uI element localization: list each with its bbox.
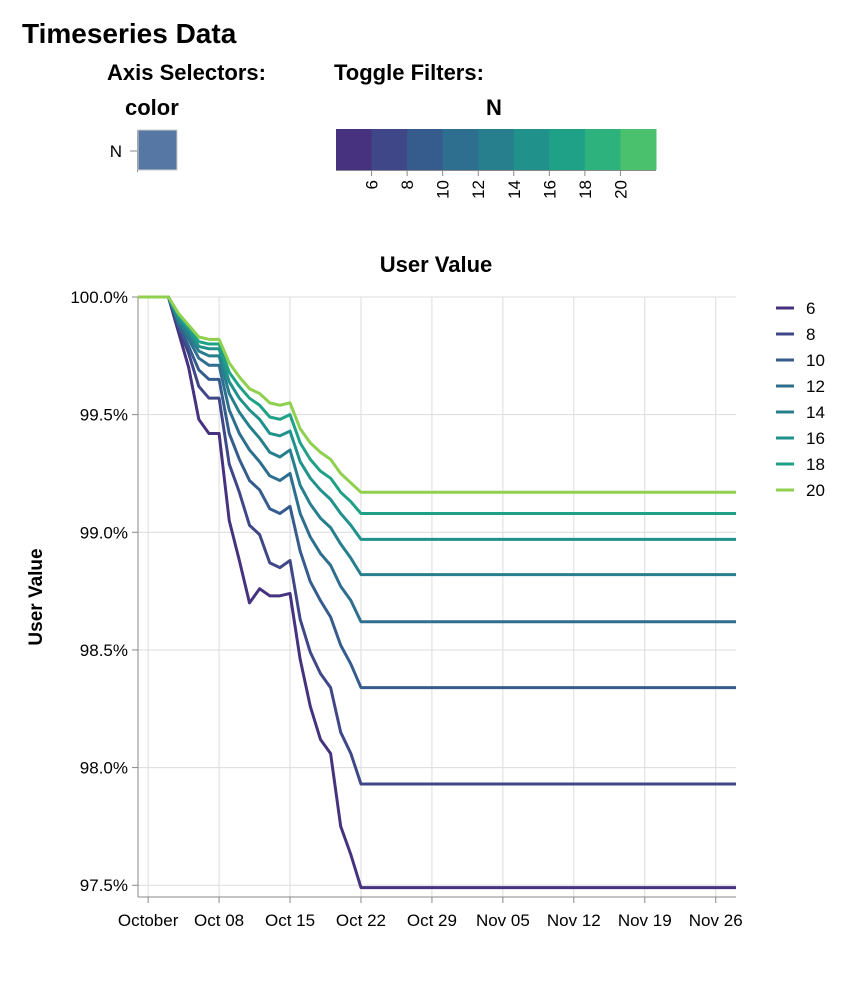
toggle-filter-n-label: N: [486, 95, 502, 120]
x-tick-label: Oct 08: [194, 911, 244, 930]
chart-title: User Value: [380, 252, 493, 277]
page-title: Timeseries Data: [22, 18, 237, 49]
axis-selectors-heading: Axis Selectors:: [107, 60, 266, 85]
axis-selector-color-swatch[interactable]: [137, 129, 178, 171]
legend-label-8[interactable]: 8: [806, 325, 815, 344]
y-tick-label: 100.0%: [70, 288, 128, 307]
filter-option-label-8[interactable]: 8: [398, 180, 417, 189]
y-tick-label: 98.5%: [80, 641, 128, 660]
axis-selector-color-label: color: [125, 95, 179, 120]
filter-color-cell[interactable]: [371, 129, 408, 170]
series-line-14[interactable]: [138, 295, 736, 577]
legend-label-16[interactable]: 16: [806, 429, 825, 448]
y-tick-label: 99.5%: [80, 406, 128, 425]
filter-color-cell[interactable]: [584, 129, 621, 170]
filter-option-label-14[interactable]: 14: [505, 180, 524, 199]
filter-color-cell[interactable]: [478, 129, 515, 170]
x-tick-label: Oct 29: [407, 911, 457, 930]
legend-label-18[interactable]: 18: [806, 455, 825, 474]
filter-option-label-18[interactable]: 18: [576, 180, 595, 199]
filter-color-cell[interactable]: [513, 129, 550, 170]
filter-option-label-12[interactable]: 12: [469, 180, 488, 199]
filter-option-label-16[interactable]: 16: [540, 180, 559, 199]
x-tick-label: Nov 26: [689, 911, 743, 930]
axis-selector-option-label: N: [110, 142, 122, 161]
toggle-filters-heading: Toggle Filters:: [334, 60, 484, 85]
series-line-20[interactable]: [138, 295, 736, 494]
filter-color-cell[interactable]: [620, 129, 657, 170]
legend-label-14[interactable]: 14: [806, 403, 825, 422]
y-axis-title: User Value: [26, 548, 47, 645]
y-tick-label: 97.5%: [80, 876, 128, 895]
filter-option-label-10[interactable]: 10: [434, 180, 453, 199]
x-tick-label: Nov 12: [547, 911, 601, 930]
filter-color-cell[interactable]: [549, 129, 586, 170]
x-tick-label: October: [118, 911, 179, 930]
filter-color-cell[interactable]: [407, 129, 444, 170]
x-tick-label: Nov 19: [618, 911, 672, 930]
y-tick-label: 98.0%: [80, 759, 128, 778]
selectors-svg: N 6 8 10 12 14 16 18 20: [110, 129, 657, 199]
legend-label-10[interactable]: 10: [806, 351, 825, 370]
filter-option-label-6[interactable]: 6: [363, 180, 382, 189]
filter-color-cell[interactable]: [442, 129, 479, 170]
x-tick-label: Oct 22: [336, 911, 386, 930]
filter-option-label-20[interactable]: 20: [611, 180, 630, 199]
legend-label-12[interactable]: 12: [806, 377, 825, 396]
x-tick-label: Oct 15: [265, 911, 315, 930]
y-tick-label: 99.0%: [80, 523, 128, 542]
legend-label-20[interactable]: 20: [806, 481, 825, 500]
x-tick-label: Nov 05: [476, 911, 530, 930]
legend-label-6[interactable]: 6: [806, 299, 815, 318]
filter-color-cell[interactable]: [336, 129, 373, 170]
